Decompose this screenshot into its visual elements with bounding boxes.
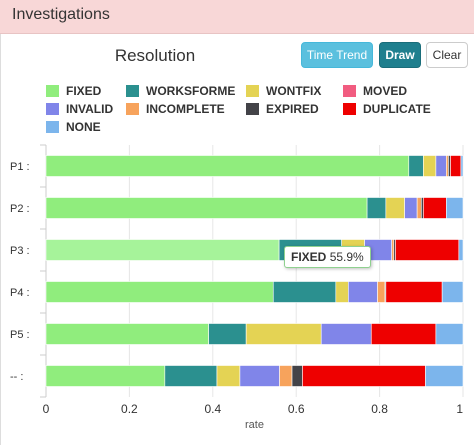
bar-segment-duplicate[interactable] (423, 198, 446, 219)
bar-segment-none[interactable] (459, 240, 463, 261)
tooltip-series-label: FIXED (291, 250, 326, 264)
legend-swatch-expired[interactable] (246, 103, 259, 115)
legend-label-duplicate[interactable]: DUPLICATE (363, 102, 431, 116)
x-tick-label: 0 (43, 402, 50, 416)
bar-segment-incomplete[interactable] (280, 366, 293, 387)
x-tick-label: 0.4 (204, 402, 221, 416)
bar-segment-expired[interactable] (292, 366, 302, 387)
legend-swatch-invalid[interactable] (46, 103, 59, 115)
bar-segment-incomplete[interactable] (417, 198, 421, 219)
bar-segment-expired[interactable] (421, 198, 423, 219)
bar-segment-worksforme[interactable] (209, 324, 247, 345)
bar-segment-wontfix[interactable] (423, 156, 436, 177)
legend-label-moved[interactable]: MOVED (363, 84, 407, 98)
legend-swatch-moved[interactable] (343, 85, 356, 97)
bar-segment-worksforme[interactable] (165, 366, 217, 387)
bar-segment-duplicate[interactable] (302, 366, 425, 387)
bar-segment-worksforme[interactable] (409, 156, 424, 177)
bar-segment-none[interactable] (425, 366, 463, 387)
x-axis-title: rate (245, 419, 264, 431)
bar-segment-worksforme[interactable] (273, 282, 336, 303)
bar-segment-fixed[interactable] (46, 366, 165, 387)
legend-label-invalid[interactable]: INVALID (66, 102, 113, 116)
bar-segment-fixed[interactable] (46, 324, 209, 345)
x-tick-label: 0.8 (371, 402, 388, 416)
legend-label-incomplete[interactable]: INCOMPLETE (146, 102, 225, 116)
bar-segment-duplicate[interactable] (395, 240, 458, 261)
bar-segment-fixed[interactable] (46, 198, 367, 219)
category-label: -- : (10, 371, 23, 383)
bar-segment-none[interactable] (446, 198, 463, 219)
bar-segment-wontfix[interactable] (217, 366, 240, 387)
x-tick-label: 0.2 (121, 402, 138, 416)
bar-segment-incomplete[interactable] (378, 282, 386, 303)
legend-label-expired[interactable]: EXPIRED (266, 102, 319, 116)
bar-segment-incomplete[interactable] (446, 156, 448, 177)
legend-swatch-none[interactable] (46, 121, 59, 133)
category-label: P3 : (10, 245, 30, 257)
legend-swatch-incomplete[interactable] (126, 103, 139, 115)
bar-segment-worksforme[interactable] (367, 198, 386, 219)
bar-segment-fixed[interactable] (46, 240, 279, 261)
bar-segment-fixed[interactable] (46, 156, 409, 177)
category-label: P1 : (10, 161, 30, 173)
legend-swatch-worksforme[interactable] (126, 85, 139, 97)
x-tick-label: 1 (456, 402, 463, 416)
legend-swatch-duplicate[interactable] (343, 103, 356, 115)
legend-label-fixed[interactable]: FIXED (66, 84, 102, 98)
bar-segment-expired[interactable] (448, 156, 450, 177)
bar-segment-wontfix[interactable] (386, 198, 405, 219)
bar-segment-none[interactable] (461, 156, 463, 177)
bar-segment-duplicate[interactable] (371, 324, 436, 345)
bar-segment-fixed[interactable] (46, 282, 273, 303)
bar-segment-duplicate[interactable] (450, 156, 460, 177)
legend-label-worksforme[interactable]: WORKSFORME (146, 84, 235, 98)
bar-segment-invalid[interactable] (436, 156, 446, 177)
bar-segment-invalid[interactable] (405, 198, 418, 219)
tooltip-value: 55.9% (330, 250, 364, 264)
legend-label-wontfix[interactable]: WONTFIX (266, 84, 321, 98)
legend-swatch-fixed[interactable] (46, 85, 59, 97)
bar-segment-wontfix[interactable] (246, 324, 321, 345)
legend-label-none[interactable]: NONE (66, 120, 101, 134)
bar-segment-invalid[interactable] (348, 282, 377, 303)
bar-segment-duplicate[interactable] (386, 282, 442, 303)
bar-segment-wontfix[interactable] (336, 282, 349, 303)
bar-segment-none[interactable] (442, 282, 463, 303)
bar-segment-none[interactable] (436, 324, 463, 345)
x-tick-label: 0.6 (288, 402, 305, 416)
category-label: P5 : (10, 329, 30, 341)
bar-segment-invalid[interactable] (240, 366, 280, 387)
category-label: P4 : (10, 287, 30, 299)
bar-segment-invalid[interactable] (321, 324, 371, 345)
bar-tooltip: FIXED 55.9% (284, 246, 371, 268)
legend-swatch-wontfix[interactable] (246, 85, 259, 97)
category-label: P2 : (10, 203, 30, 215)
bar-segment-incomplete[interactable] (392, 240, 394, 261)
